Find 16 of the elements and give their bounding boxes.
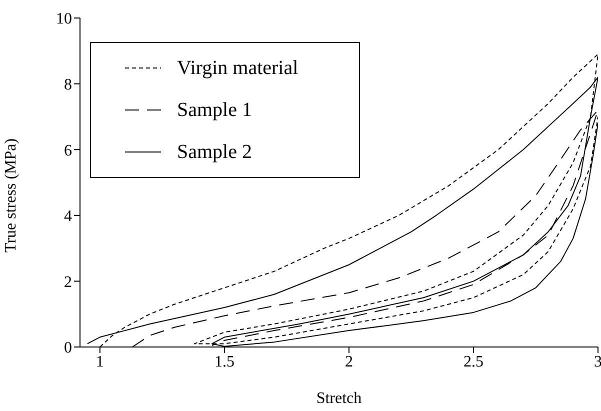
legend-label: Sample 1 [177,98,252,122]
y-tick-label: 0 [64,340,72,357]
y-tick-label: 8 [64,76,72,94]
y-tick-label: 4 [64,208,72,226]
y-tick-label: 2 [64,274,72,291]
legend-label: Virgin material [177,56,298,80]
x-tick-label: 1.5 [214,353,234,370]
x-axis-title: Stretch [316,390,362,407]
x-tick-label: 2 [344,353,353,370]
x-tick-label: 2.5 [463,353,484,370]
legend-label: Sample 2 [177,140,252,164]
y-tick-label: 10 [56,10,72,28]
x-tick-label: 3 [594,353,601,370]
x-tick-label: 1 [96,353,104,370]
y-tick-label: 6 [64,142,72,160]
y-axis-title: True stress (MPa) [2,138,20,252]
